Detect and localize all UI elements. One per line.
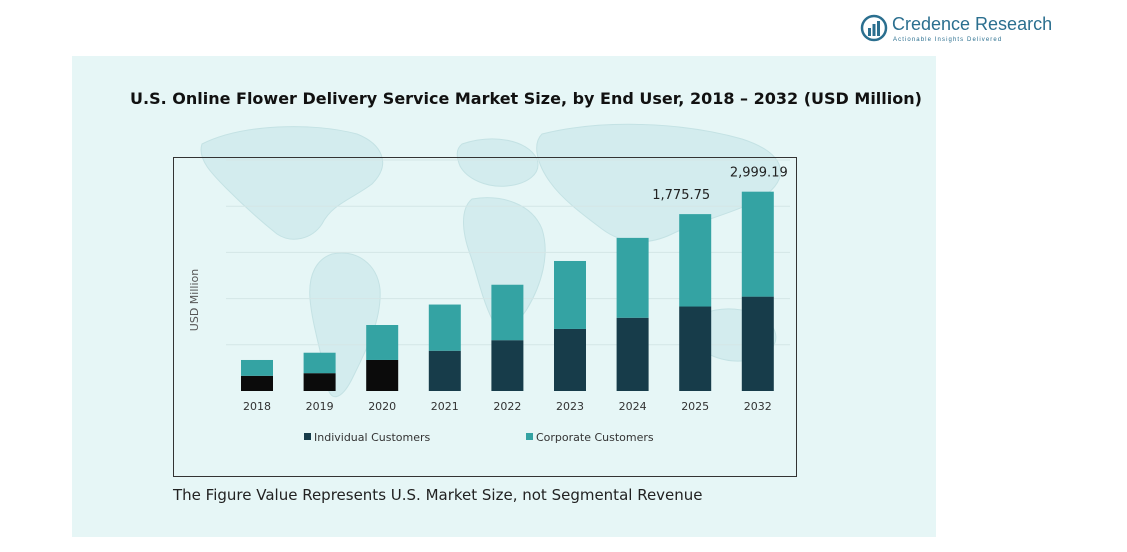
bar-corporate-customers: [491, 284, 524, 341]
bar-corporate-customers: [616, 237, 649, 318]
bar-individual-customers: [241, 375, 273, 391]
y-axis-label: USD Million: [188, 269, 201, 331]
chart-frame: [173, 157, 797, 477]
bar-corporate-customers: [554, 260, 586, 329]
bar-individual-customers: [741, 296, 774, 391]
chart-title: U.S. Online Flower Delivery Service Mark…: [130, 89, 922, 108]
bar-corporate-customers: [679, 214, 712, 307]
bar-individual-customers: [554, 328, 586, 391]
legend-swatch: [526, 433, 533, 440]
bar-chart-logo-icon: [860, 14, 888, 42]
data-label: 2,999.19: [730, 166, 788, 181]
x-tick-label: 2025: [681, 400, 709, 413]
bar-corporate-customers: [303, 352, 336, 374]
bar-individual-customers: [491, 340, 524, 391]
x-tick-label: 2020: [368, 400, 396, 413]
x-tick-label: 2019: [306, 400, 334, 413]
x-tick-label: 2018: [243, 400, 271, 413]
chart-footnote: The Figure Value Represents U.S. Market …: [173, 486, 703, 504]
brand-name: Credence Research: [892, 14, 1053, 34]
x-tick-label: 2024: [619, 400, 647, 413]
data-label: 1,775.75: [652, 188, 710, 203]
x-tick-label: 2022: [493, 400, 521, 413]
x-tick-label: 2032: [744, 400, 772, 413]
x-tick-label: 2021: [431, 400, 459, 413]
bar-individual-customers: [303, 373, 336, 391]
bar-corporate-customers: [428, 304, 461, 351]
bar-individual-customers: [428, 350, 461, 391]
legend-label: Individual Customers: [314, 431, 430, 444]
legend-swatch: [304, 433, 311, 440]
bar-corporate-customers: [741, 191, 774, 297]
bar-individual-customers: [616, 317, 649, 391]
bar-corporate-customers: [241, 359, 273, 376]
x-tick-label: 2023: [556, 400, 584, 413]
legend-label: Corporate Customers: [536, 431, 654, 444]
bar-corporate-customers: [366, 325, 399, 360]
bar-individual-customers: [679, 306, 712, 391]
bar-individual-customers: [366, 359, 399, 391]
brand-logo: Credence Research Actionable Insights De…: [860, 12, 1053, 46]
brand-tagline: Actionable Insights Delivered: [893, 37, 1003, 43]
